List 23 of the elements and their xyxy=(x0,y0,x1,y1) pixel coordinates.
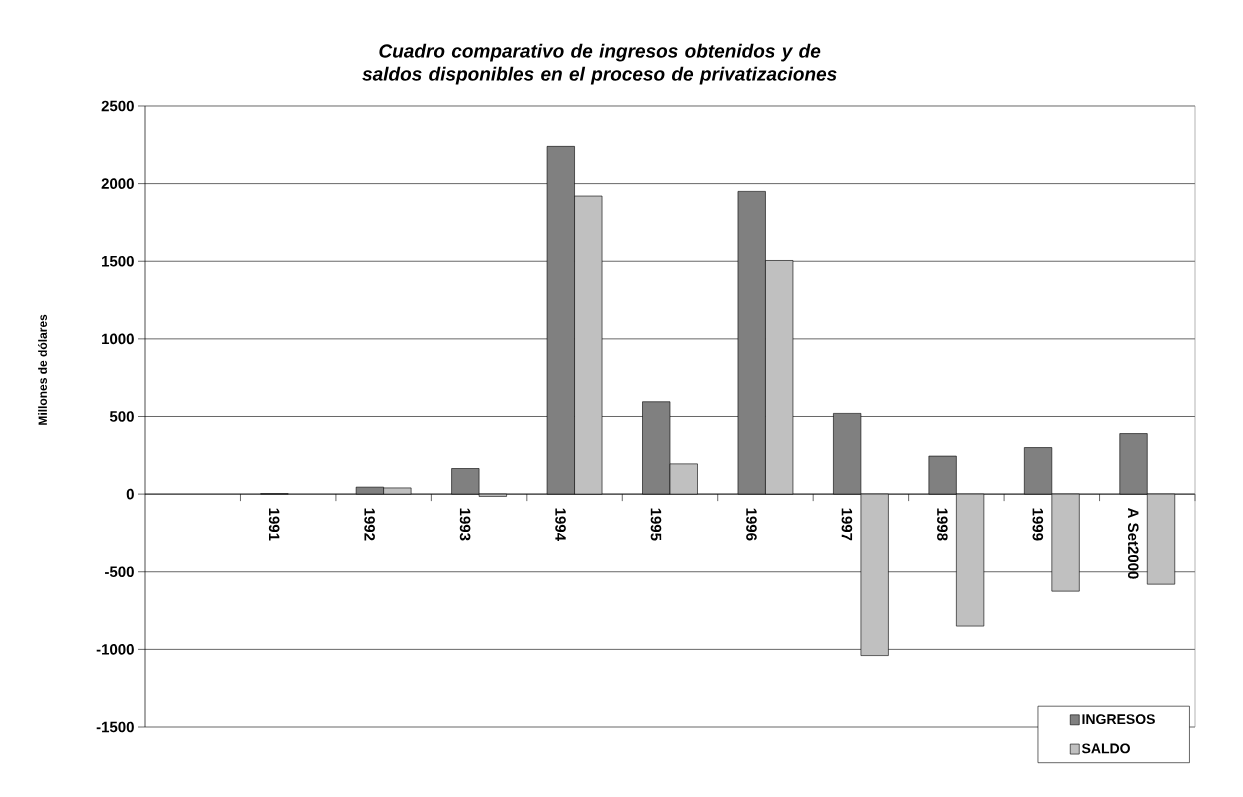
x-tick-label: 1996 xyxy=(746,508,757,541)
x-tick-label: 1992 xyxy=(364,508,375,541)
x-tick-label: A Set2000 xyxy=(1127,508,1139,579)
x-tick-label: 1994 xyxy=(555,508,566,541)
x-tick-label: 1995 xyxy=(650,508,662,541)
y-tick-label: -500 xyxy=(105,566,134,578)
x-tick-label: 1999 xyxy=(1032,508,1044,541)
y-tick-label: 2000 xyxy=(101,178,134,189)
x-tick-label: 1997 xyxy=(841,508,853,541)
legend-label: SALDO xyxy=(1081,743,1130,754)
x-tick-label: 1993 xyxy=(459,508,471,541)
y-tick-label: 1500 xyxy=(102,255,134,267)
legend-label: INGRESOS xyxy=(1082,714,1155,725)
y-tick-label: 1000 xyxy=(102,333,134,345)
x-tick-label: 1998 xyxy=(937,508,948,541)
y-tick-label: 500 xyxy=(109,411,134,422)
chart-title: Cuadro comparativo de ingresos obtenidos y de saldos disponibles en el proceso de privatizaciones xyxy=(362,43,837,85)
y-tick-label: 0 xyxy=(126,488,134,500)
y-tick-label: -1500 xyxy=(96,721,134,733)
y-tick-label: 2500 xyxy=(101,100,134,112)
x-tick-label: 1991 xyxy=(268,508,280,541)
y-tick-label: -1000 xyxy=(96,644,134,655)
y-axis-title: Millones de dólares xyxy=(38,314,47,425)
